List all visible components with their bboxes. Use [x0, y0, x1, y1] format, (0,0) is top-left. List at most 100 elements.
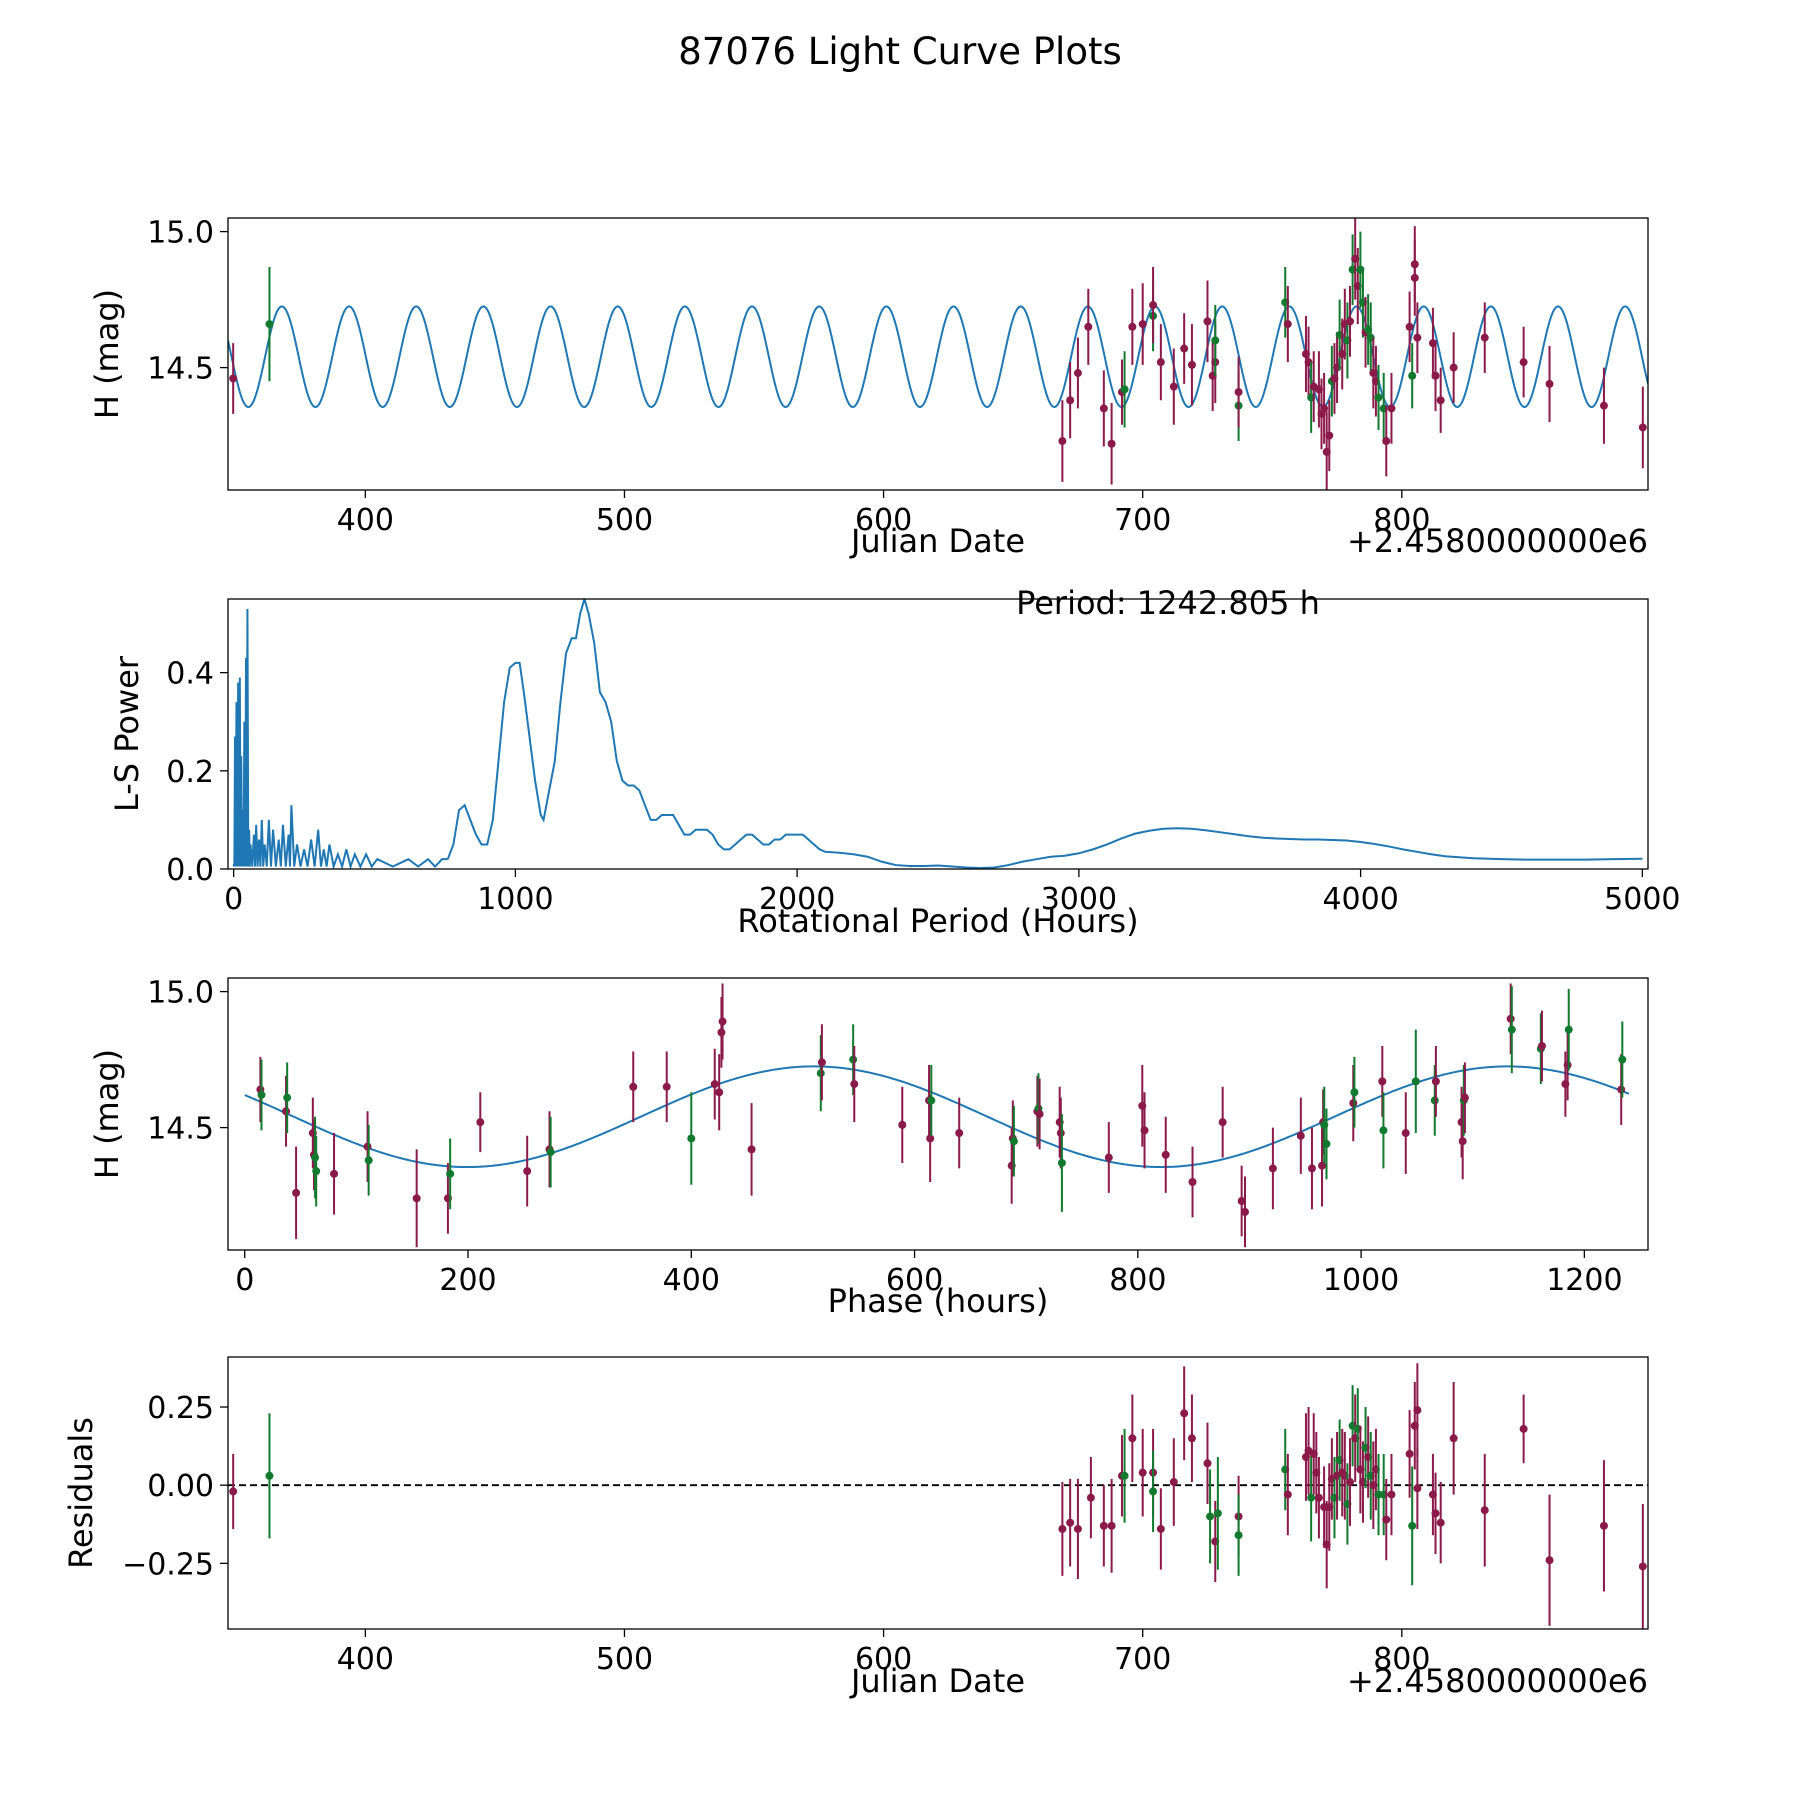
data-point	[715, 1088, 724, 1097]
data-point	[1519, 1424, 1528, 1433]
data-point	[265, 320, 274, 329]
data-point	[1156, 358, 1165, 367]
data-point	[1149, 301, 1158, 310]
data-point	[1460, 1093, 1469, 1102]
data-point	[1378, 1077, 1387, 1086]
data-point	[1413, 1406, 1422, 1415]
xtick-label: 800	[1373, 1642, 1430, 1677]
data-point	[1211, 336, 1220, 345]
xtick-label: 800	[1373, 503, 1430, 538]
panel-phase-folded: 0 200 400 600 800 1000 1200 14.5 15.0 Phase (hou…	[88, 976, 1649, 1320]
data-point	[1066, 1518, 1075, 1527]
data-point	[1431, 1077, 1440, 1086]
data-point	[1537, 1042, 1546, 1050]
data-point	[1349, 1099, 1358, 1108]
data-point	[1436, 396, 1445, 405]
ytick-label: 14.5	[147, 352, 214, 387]
data-point	[1138, 1468, 1147, 1477]
data-point	[1234, 1531, 1243, 1540]
data-point	[1120, 385, 1129, 394]
data-point	[1413, 1484, 1422, 1493]
panel-light-curve: 400 500 600 700 800 14.5 15.0 Julian Date H (m…	[88, 216, 1649, 560]
phase-xlabel: Phase (hours)	[828, 1282, 1049, 1320]
xtick-label: 400	[663, 1263, 720, 1298]
period-annotation: Period: 1242.805 h	[1016, 584, 1320, 622]
data-point	[898, 1120, 907, 1129]
data-point	[1138, 320, 1147, 329]
data-point	[1268, 1164, 1277, 1173]
data-point	[747, 1145, 756, 1154]
data-point	[849, 1055, 858, 1064]
data-point	[476, 1118, 485, 1127]
data-point	[312, 1167, 321, 1176]
data-point	[1506, 1014, 1515, 1023]
data-point	[1350, 1088, 1359, 1097]
data-point	[1203, 317, 1212, 326]
ytick-label: −0.25	[122, 1547, 214, 1582]
data-point	[1638, 1562, 1647, 1571]
data-point	[364, 1156, 373, 1165]
data-point	[1057, 1158, 1066, 1167]
data-point	[1564, 1025, 1573, 1034]
residuals-axes-frame	[227, 1356, 1649, 1630]
data-point	[1056, 1129, 1065, 1138]
data-point	[523, 1167, 532, 1176]
xtick-label: 400	[337, 503, 394, 538]
data-point	[1099, 1521, 1108, 1530]
data-point	[1161, 1150, 1170, 1159]
data-point	[1035, 1110, 1044, 1118]
data-point	[1430, 1096, 1439, 1105]
data-point	[1086, 1493, 1095, 1502]
data-point	[229, 1487, 238, 1496]
light-curve-offset-label: +2.4580000000e6	[1347, 522, 1648, 560]
xtick-label: 600	[855, 503, 912, 538]
data-point	[1307, 1493, 1316, 1502]
data-point	[1618, 1055, 1627, 1064]
xtick-label: 500	[596, 1642, 653, 1677]
light-curve-xlabel: Julian Date	[849, 522, 1025, 560]
data-point	[1322, 1139, 1331, 1148]
data-point	[257, 1090, 266, 1099]
data-point	[1320, 404, 1329, 413]
data-point	[955, 1129, 964, 1138]
data-point	[817, 1058, 826, 1067]
data-point	[1519, 358, 1528, 367]
data-point	[1073, 369, 1082, 378]
figure-title: 87076 Light Curve Plots	[678, 30, 1122, 73]
data-point	[850, 1080, 859, 1089]
xtick-label: 3000	[1041, 882, 1117, 917]
data-point	[1411, 1077, 1420, 1086]
data-point	[1382, 437, 1391, 446]
data-point	[1307, 1164, 1316, 1173]
data-point	[1599, 1521, 1608, 1530]
xtick-label: 200	[439, 1263, 496, 1298]
data-point	[1240, 1207, 1249, 1216]
data-point	[1436, 1518, 1445, 1527]
data-point	[717, 1028, 726, 1037]
data-point	[629, 1082, 638, 1091]
data-point	[1188, 1178, 1197, 1186]
ytick-label: 0.00	[147, 1469, 214, 1504]
phase-ylabel: H (mag)	[88, 1049, 126, 1179]
data-point	[330, 1169, 339, 1178]
data-point	[1318, 1161, 1327, 1170]
data-point	[1563, 1061, 1572, 1070]
data-point	[1058, 437, 1067, 446]
data-point	[1449, 1434, 1458, 1443]
data-point	[1449, 363, 1458, 372]
data-point	[363, 1142, 372, 1151]
ytick-label: 15.0	[147, 976, 214, 1011]
data-point	[1104, 1153, 1113, 1162]
data-point	[1408, 1521, 1417, 1530]
data-point	[292, 1188, 301, 1197]
periodogram-axes-frame	[227, 598, 1649, 870]
data-point	[1213, 1509, 1222, 1518]
data-point	[1458, 1137, 1467, 1146]
xtick-label: 600	[855, 1642, 912, 1677]
data-point	[1507, 1025, 1516, 1034]
ytick-label: 0.2	[166, 755, 214, 790]
data-point	[1405, 1449, 1414, 1458]
data-point	[1084, 322, 1093, 331]
phase-model-line	[244, 1065, 1630, 1169]
data-point	[926, 1134, 935, 1143]
